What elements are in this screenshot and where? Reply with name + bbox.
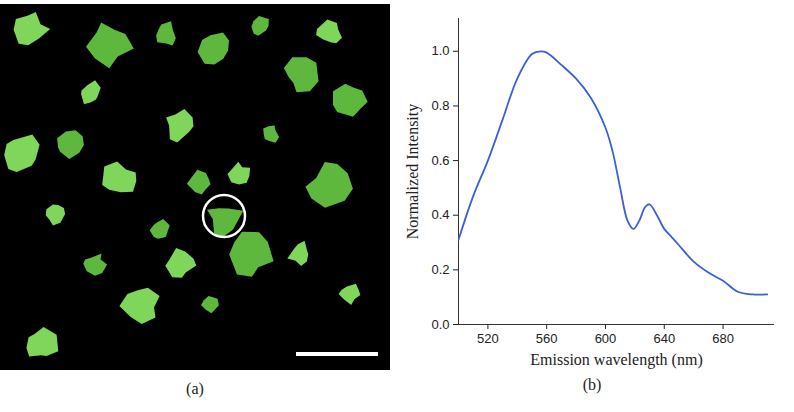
svg-text:640: 640 <box>653 331 675 346</box>
svg-text:0.0: 0.0 <box>431 317 449 332</box>
svg-text:680: 680 <box>712 331 734 346</box>
svg-text:Emission wavelength (nm): Emission wavelength (nm) <box>530 351 702 369</box>
html-text:(b): (b) <box>582 376 602 393</box>
svg-text:1.0: 1.0 <box>431 43 449 58</box>
svg-text:Normalized Intensity: Normalized Intensity <box>404 104 422 240</box>
svg-text:600: 600 <box>595 331 617 346</box>
svg-text:0.8: 0.8 <box>431 98 449 113</box>
svg-text:0.2: 0.2 <box>431 262 449 277</box>
svg-text:0.4: 0.4 <box>431 207 449 222</box>
html-text:(a): (a) <box>186 380 204 397</box>
svg-text:560: 560 <box>536 331 558 346</box>
svg-text:520: 520 <box>477 331 499 346</box>
svg-text:0.6: 0.6 <box>431 153 449 168</box>
